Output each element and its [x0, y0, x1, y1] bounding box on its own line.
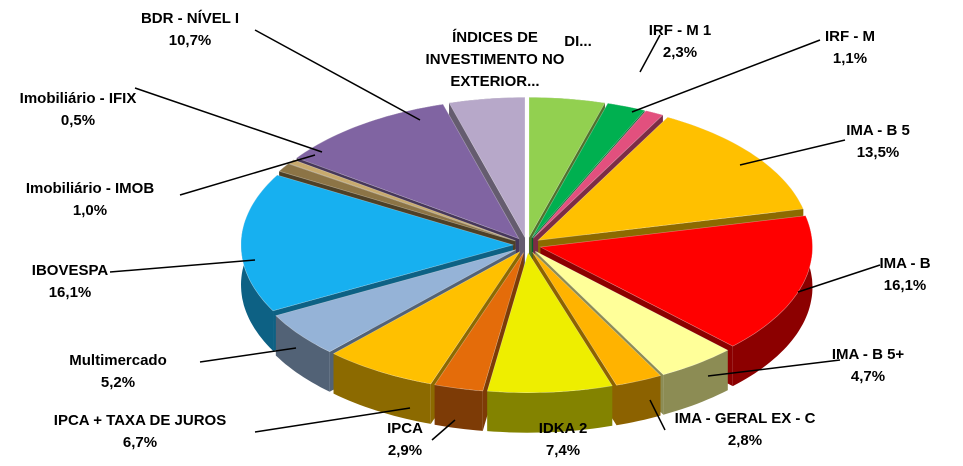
- slice: [486, 251, 613, 433]
- leader-line: [649, 399, 666, 431]
- category-label: IDKA 2: [538, 420, 588, 437]
- category-label: IRF - M: [825, 28, 875, 45]
- slice-label: IBOVESPA 16,1%: [32, 260, 108, 304]
- leader-line: [254, 29, 421, 121]
- category-label: IPCA + TAXA DE JUROS: [53, 412, 227, 429]
- slice-side: [487, 385, 613, 433]
- value-label: 2,8%: [727, 432, 763, 449]
- leader-line: [254, 407, 411, 433]
- slice-label: IMA - B 5+ 4,7%: [832, 344, 904, 388]
- category-label: IMA - B 5+: [831, 346, 905, 363]
- value-label: 4,7%: [850, 368, 886, 385]
- leader-line: [639, 34, 661, 73]
- category-label: IPCA: [387, 420, 423, 437]
- slice-top: [528, 97, 606, 239]
- slice-label: IMA - GERAL EX - C 2,8%: [675, 408, 816, 452]
- value-label: 16,1%: [48, 284, 92, 301]
- slice-top: [296, 103, 520, 240]
- slice-top: [332, 251, 521, 385]
- value-label: 6,7%: [122, 434, 158, 451]
- slice-top: [532, 251, 662, 386]
- slice-label: IDKA 2 7,4%: [539, 418, 588, 462]
- value-label: 2,9%: [387, 442, 423, 459]
- slice-label: IMA - B 5 13,5%: [846, 120, 910, 164]
- slice-top: [240, 174, 515, 312]
- slice-side: [616, 375, 661, 426]
- leader-line: [431, 419, 456, 441]
- category-label: DI...: [564, 33, 592, 50]
- slice-label: DI...: [564, 31, 592, 53]
- slice-top: [532, 110, 664, 239]
- value-label: 2,3%: [662, 44, 698, 61]
- category-label: IBOVESPA: [31, 262, 109, 279]
- category-label: BDR - NÍVEL I: [140, 10, 240, 27]
- value-label: 0,5%: [60, 112, 96, 129]
- slice-side: [275, 315, 330, 392]
- value-label: 5,2%: [100, 374, 136, 391]
- slice-top: [531, 102, 646, 238]
- leader-line: [707, 359, 841, 377]
- leader-line: [134, 87, 323, 153]
- slice-top: [539, 215, 813, 347]
- leader-line: [199, 347, 297, 363]
- slice-label: IRF - M 1,1%: [825, 26, 875, 70]
- category-label: Imobiliário - IMOB: [25, 180, 155, 197]
- slice-label: BDR - NÍVEL I 10,7%: [141, 8, 239, 52]
- slice-label: IRF - M 1 2,3%: [649, 20, 712, 64]
- leader-line: [179, 154, 316, 196]
- value-label: 1,1%: [832, 50, 868, 67]
- value-label: 1,0%: [72, 202, 108, 219]
- slice-top: [275, 249, 517, 353]
- category-label: Imobiliário - IFIX: [19, 90, 137, 107]
- slice-label: IPCA + TAXA DE JUROS 6,7%: [54, 410, 226, 454]
- leader-line: [797, 264, 881, 293]
- value-label: 13,5%: [856, 144, 900, 161]
- category-label: IMA - B: [879, 255, 931, 272]
- slice-label: Multimercado 5,2%: [69, 350, 167, 394]
- slice-label: IMA - B 16,1%: [879, 253, 930, 297]
- slice-label: IPCA 2,9%: [387, 418, 423, 462]
- category-label: IMA - GERAL EX - C: [674, 410, 816, 427]
- slice-label: Imobiliário - IFIX 0,5%: [20, 88, 137, 132]
- category-label: IMA - B 5: [846, 122, 910, 139]
- slice-label: ÍNDICES DE INVESTIMENTO NO EXTERIOR...: [426, 27, 565, 93]
- slice-label: Imobiliário - IMOB 1,0%: [26, 178, 154, 222]
- slice-side: [732, 215, 813, 387]
- category-label: IRF - M 1: [648, 22, 712, 39]
- slice-top: [434, 252, 524, 392]
- slice-top: [537, 116, 804, 241]
- leader-line: [631, 39, 821, 113]
- value-label: 10,7%: [168, 32, 212, 49]
- leader-line: [739, 139, 846, 166]
- slice-side: [333, 353, 431, 424]
- slice-top: [535, 250, 729, 376]
- slice-top: [448, 97, 526, 239]
- category-label: Multimercado: [69, 352, 167, 369]
- leader-line: [109, 259, 256, 273]
- slice-top: [486, 251, 613, 394]
- value-label: 7,4%: [545, 442, 581, 459]
- slice-side: [434, 384, 483, 431]
- slice-side: [663, 350, 728, 415]
- value-label: 16,1%: [883, 277, 927, 294]
- category-label: ÍNDICES DE INVESTIMENTO NO EXTERIOR...: [425, 29, 565, 90]
